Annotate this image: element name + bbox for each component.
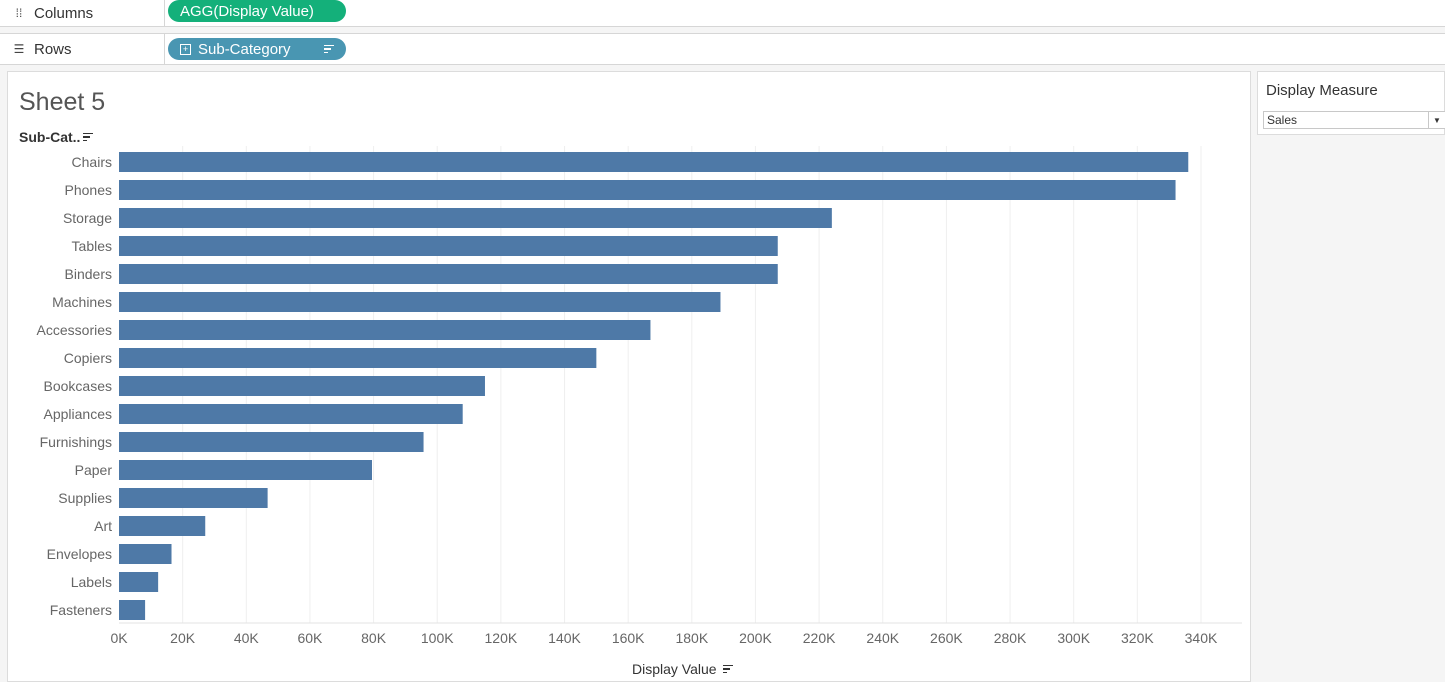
x-tick-label: 140K [548,630,581,646]
x-tick-label: 80K [361,630,387,646]
bar[interactable] [119,544,172,564]
category-label: Appliances [44,406,113,422]
category-label: Paper [75,462,113,478]
bar[interactable] [119,320,651,340]
x-tick-label: 40K [234,630,260,646]
bar[interactable] [119,208,832,228]
x-tick-label: 300K [1057,630,1090,646]
rows-label: Rows [34,40,72,58]
x-axis-title-label: Display Value [632,661,717,677]
category-label: Furnishings [40,434,112,450]
category-label: Fasteners [50,602,112,618]
expand-icon[interactable]: + [180,43,191,55]
category-label: Tables [72,238,112,254]
bar[interactable] [119,488,268,508]
x-axis-title[interactable]: Display Value [632,661,733,677]
row-header-label: Sub-Cat.. [19,129,81,145]
columns-pill-label: AGG(Display Value) [180,2,314,20]
category-label: Envelopes [47,546,112,562]
category-label: Machines [52,294,112,310]
bar[interactable] [119,180,1176,200]
rows-icon: ☰ [13,42,25,56]
x-tick-label: 260K [930,630,963,646]
bar[interactable] [119,376,485,396]
rows-shelf-label: ☰ Rows [0,34,165,64]
parameter-title: Display Measure [1266,82,1378,99]
x-tick-label: 20K [170,630,196,646]
bar[interactable] [119,264,778,284]
x-tick-label: 200K [739,630,772,646]
columns-shelf: ⁞⁞ Columns AGG(Display Value) [0,0,1445,27]
measure-dropdown[interactable]: Sales ▼ [1263,111,1445,129]
sort-icon[interactable] [324,43,334,55]
bar[interactable] [119,152,1189,172]
x-tick-label: 220K [803,630,836,646]
columns-label: Columns [34,4,94,22]
worksheet: Sheet 5 Sub-Cat.. 0K 20K 40K 60K 80K 100K 120K… [7,71,1251,682]
bar[interactable] [119,600,146,620]
rows-shelf: ☰ Rows + Sub-Category [0,33,1445,65]
bar[interactable] [119,432,424,452]
x-tick-label: 280K [994,630,1027,646]
x-tick-label: 120K [485,630,518,646]
bar-chart: 0K 20K 40K 60K 80K 100K 120K 140K 160K 180K 200K 22… [37,146,1242,646]
x-tick-label: 100K [421,630,454,646]
x-tick-label: 60K [297,630,323,646]
category-label: Chairs [72,154,112,170]
x-tick-label: 0K [110,630,128,646]
category-label: Art [94,518,112,534]
columns-shelf-label: ⁞⁞ Columns [0,0,165,26]
category-label: Accessories [37,322,112,338]
display-measure-parameter: Display Measure Sales ▼ [1257,71,1445,135]
columns-icon: ⁞⁞ [15,6,23,20]
category-label: Binders [65,266,112,282]
sort-icon[interactable] [722,663,733,675]
row-header[interactable]: Sub-Cat.. [19,129,94,145]
sort-icon[interactable] [83,131,94,143]
x-tick-label: 340K [1185,630,1218,646]
bar[interactable] [119,460,372,480]
bar[interactable] [119,348,597,368]
rows-pill[interactable]: + Sub-Category [168,38,346,60]
bar[interactable] [119,236,778,256]
columns-pill[interactable]: AGG(Display Value) [168,0,346,22]
measure-dropdown-value: Sales [1267,113,1298,127]
chevron-down-icon[interactable]: ▼ [1428,112,1445,128]
x-tick-label: 180K [675,630,708,646]
category-label: Supplies [58,490,112,506]
x-tick-label: 320K [1121,630,1154,646]
sheet-title: Sheet 5 [19,88,106,116]
bar[interactable] [119,516,206,536]
x-tick-label: 240K [866,630,899,646]
bar[interactable] [119,404,463,424]
category-label: Storage [63,210,112,226]
category-label: Copiers [64,350,112,366]
category-label: Phones [65,182,112,198]
bar[interactable] [119,292,721,312]
rows-pill-label: Sub-Category [198,40,291,58]
category-label: Bookcases [44,378,112,394]
category-label: Labels [71,574,112,590]
x-tick-label: 160K [612,630,645,646]
bar[interactable] [119,572,159,592]
